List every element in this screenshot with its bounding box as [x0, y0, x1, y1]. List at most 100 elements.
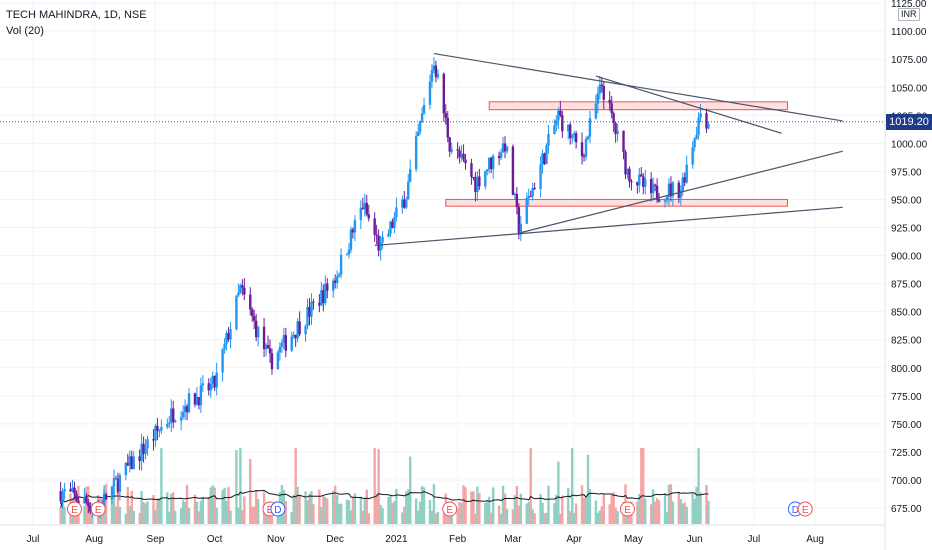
- volume-bar: [488, 496, 491, 524]
- candle-body: [73, 487, 76, 494]
- candle-body: [501, 143, 505, 153]
- volume-bar: [602, 494, 605, 524]
- event-marker-label: E: [624, 505, 631, 516]
- trendlines[interactable]: [374, 52, 843, 247]
- volume-bar: [598, 510, 602, 524]
- price-tick-label: 975.00: [891, 167, 922, 178]
- trendline: [518, 150, 843, 234]
- candle-body: [347, 249, 351, 255]
- volume-bar: [401, 512, 404, 524]
- volume-bar: [614, 507, 617, 524]
- candle-body: [665, 196, 669, 201]
- candle-body: [239, 285, 242, 293]
- volume-bar: [154, 509, 157, 524]
- chart-header: TECH MAHINDRA, 1D, NSE Vol (20): [6, 7, 147, 39]
- volume-bar: [112, 487, 116, 524]
- candle-body: [567, 124, 570, 132]
- candle-body: [132, 456, 135, 469]
- candle-body: [235, 295, 238, 330]
- volume-bar: [322, 495, 325, 524]
- candle-body: [75, 493, 78, 501]
- candle-body: [693, 138, 696, 148]
- volume-bar: [517, 505, 521, 524]
- volume-bar: [486, 501, 489, 524]
- volume-bar: [582, 497, 586, 524]
- candle-body: [574, 133, 578, 143]
- candle-body: [324, 283, 327, 304]
- earnings-marker: [90, 501, 106, 517]
- time-tick-label: Dec: [326, 534, 344, 545]
- time-tick-label: Jul: [27, 534, 40, 545]
- volume-bar: [407, 489, 410, 524]
- volume-bar: [256, 498, 260, 524]
- candle-body: [513, 193, 517, 195]
- volume-bar: [527, 501, 530, 524]
- time-tick-label: Aug: [85, 534, 103, 545]
- volume-bar: [464, 487, 467, 524]
- candle-body: [223, 343, 226, 350]
- volume-bar: [525, 503, 528, 524]
- volume-bar: [456, 508, 459, 524]
- price-tick-label: 875.00: [891, 280, 922, 291]
- volume-bar: [655, 498, 659, 524]
- earnings-marker: [66, 501, 82, 517]
- volume-bar: [545, 512, 548, 524]
- candle-body: [160, 426, 163, 431]
- volume-bar: [126, 486, 129, 524]
- volume-study-label[interactable]: Vol (20): [6, 25, 44, 37]
- volume-bar: [529, 448, 532, 524]
- volume-bar: [699, 492, 702, 524]
- candle-body: [114, 478, 118, 480]
- candle-body: [628, 168, 631, 182]
- volume-bar: [561, 495, 564, 524]
- volume-bar: [491, 487, 495, 524]
- volume-bar: [697, 448, 700, 524]
- candle-body: [254, 320, 258, 338]
- volume-bar: [651, 489, 655, 524]
- candle-body: [335, 276, 339, 283]
- time-tick-label: Aug: [806, 534, 824, 545]
- volume-bar: [705, 484, 708, 524]
- volume-bar: [570, 448, 574, 524]
- volume-bar: [298, 494, 301, 524]
- event-marker-label: E: [95, 505, 102, 516]
- volume-bar: [667, 484, 671, 524]
- volume-bar: [547, 485, 550, 524]
- volume-bar: [541, 502, 544, 524]
- candle-body: [401, 199, 404, 208]
- volume-bar: [170, 493, 173, 524]
- candle-body: [519, 223, 523, 235]
- price-tick-label: 900.00: [891, 252, 922, 263]
- candle-body: [444, 113, 447, 118]
- price-axis[interactable]: 675.00 700.00 725.00 750.00 775.00 800.00 825.…: [884, 0, 928, 550]
- candle-body: [85, 497, 88, 503]
- candle-body: [126, 463, 129, 466]
- candle-body: [677, 182, 681, 198]
- candle-body: [138, 456, 141, 461]
- volume-bar: [636, 501, 639, 524]
- volume-bar: [665, 512, 669, 524]
- currency-badge[interactable]: INR: [898, 8, 920, 21]
- volume-bar: [389, 495, 392, 524]
- volume-bar: [533, 513, 536, 524]
- time-tick-label: Feb: [449, 534, 467, 545]
- volume-bar: [377, 448, 380, 524]
- volume-bar: [600, 506, 603, 524]
- candle-body: [460, 153, 463, 158]
- volume-bar: [642, 448, 645, 524]
- volume-bar: [679, 499, 682, 524]
- volume-bar: [531, 509, 534, 524]
- candle-body: [503, 143, 507, 152]
- candle-body: [201, 383, 205, 386]
- volume-bar: [304, 491, 307, 524]
- candle-body: [409, 169, 412, 182]
- time-axis[interactable]: Jul Aug Sep Oct Nov Dec 2021 Feb Mar Apr May Jun Jul…: [0, 524, 885, 545]
- symbol-title[interactable]: TECH MAHINDRA, 1D, NSE: [6, 9, 147, 21]
- volume-bar: [442, 513, 445, 524]
- candle-body: [181, 411, 185, 418]
- candle-body: [691, 147, 694, 165]
- volume-bar: [677, 491, 681, 524]
- volume-bar: [132, 510, 135, 524]
